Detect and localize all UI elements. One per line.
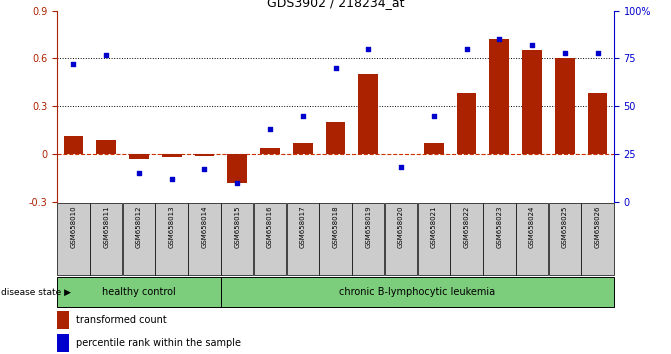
- Point: [461, 46, 472, 52]
- Bar: [287, 202, 319, 275]
- Text: GSM658017: GSM658017: [300, 205, 306, 248]
- Bar: [483, 202, 515, 275]
- Bar: [162, 154, 182, 157]
- Text: GSM658024: GSM658024: [529, 205, 535, 248]
- Text: GSM658015: GSM658015: [234, 205, 240, 248]
- Bar: [129, 154, 149, 159]
- Bar: [549, 202, 581, 275]
- Text: GSM658012: GSM658012: [136, 205, 142, 248]
- Bar: [522, 50, 542, 154]
- Text: GSM658025: GSM658025: [562, 205, 568, 248]
- Bar: [57, 311, 69, 329]
- Text: GSM658026: GSM658026: [595, 205, 601, 248]
- Point: [527, 42, 537, 48]
- Point: [68, 61, 79, 67]
- Text: GSM658010: GSM658010: [70, 205, 76, 248]
- Title: GDS3902 / 218234_at: GDS3902 / 218234_at: [267, 0, 404, 10]
- Text: GSM658013: GSM658013: [168, 205, 174, 248]
- Bar: [221, 202, 254, 275]
- Bar: [221, 277, 614, 307]
- Point: [199, 166, 210, 172]
- Bar: [123, 202, 155, 275]
- Bar: [450, 202, 482, 275]
- Bar: [555, 58, 574, 154]
- Bar: [90, 202, 122, 275]
- Bar: [189, 202, 221, 275]
- Text: GSM658011: GSM658011: [103, 205, 109, 248]
- Bar: [384, 202, 417, 275]
- Point: [560, 50, 570, 56]
- Point: [363, 46, 374, 52]
- Bar: [260, 148, 280, 154]
- Bar: [516, 202, 548, 275]
- Text: disease state ▶: disease state ▶: [1, 287, 71, 297]
- Point: [101, 52, 111, 57]
- Point: [134, 170, 144, 176]
- Bar: [293, 143, 313, 154]
- Point: [264, 126, 275, 132]
- Text: chronic B-lymphocytic leukemia: chronic B-lymphocytic leukemia: [340, 287, 495, 297]
- Bar: [319, 202, 352, 275]
- Bar: [195, 154, 214, 156]
- Bar: [417, 202, 450, 275]
- Point: [297, 113, 308, 119]
- Text: GSM658023: GSM658023: [497, 205, 503, 248]
- Bar: [457, 93, 476, 154]
- Bar: [254, 202, 287, 275]
- Bar: [64, 137, 83, 154]
- Text: GSM658018: GSM658018: [333, 205, 338, 248]
- Text: GSM658022: GSM658022: [464, 205, 470, 248]
- Bar: [57, 334, 69, 352]
- Text: GSM658021: GSM658021: [431, 205, 437, 248]
- Bar: [227, 154, 247, 183]
- Point: [592, 50, 603, 56]
- Point: [428, 113, 439, 119]
- Text: GSM658014: GSM658014: [201, 205, 207, 248]
- Bar: [588, 93, 607, 154]
- Text: healthy control: healthy control: [102, 287, 176, 297]
- Point: [494, 36, 505, 42]
- Point: [396, 165, 407, 170]
- Text: GSM658016: GSM658016: [267, 205, 273, 248]
- Text: percentile rank within the sample: percentile rank within the sample: [76, 338, 241, 348]
- Point: [330, 65, 341, 71]
- Bar: [489, 39, 509, 154]
- Text: GSM658020: GSM658020: [398, 205, 404, 248]
- Bar: [424, 143, 444, 154]
- Bar: [57, 202, 90, 275]
- Bar: [156, 202, 188, 275]
- Bar: [358, 74, 378, 154]
- Bar: [97, 140, 116, 154]
- Bar: [57, 277, 221, 307]
- Text: GSM658019: GSM658019: [365, 205, 371, 248]
- Point: [166, 176, 177, 182]
- Bar: [352, 202, 384, 275]
- Text: transformed count: transformed count: [76, 315, 166, 325]
- Bar: [325, 122, 346, 154]
- Bar: [581, 202, 614, 275]
- Point: [232, 180, 243, 185]
